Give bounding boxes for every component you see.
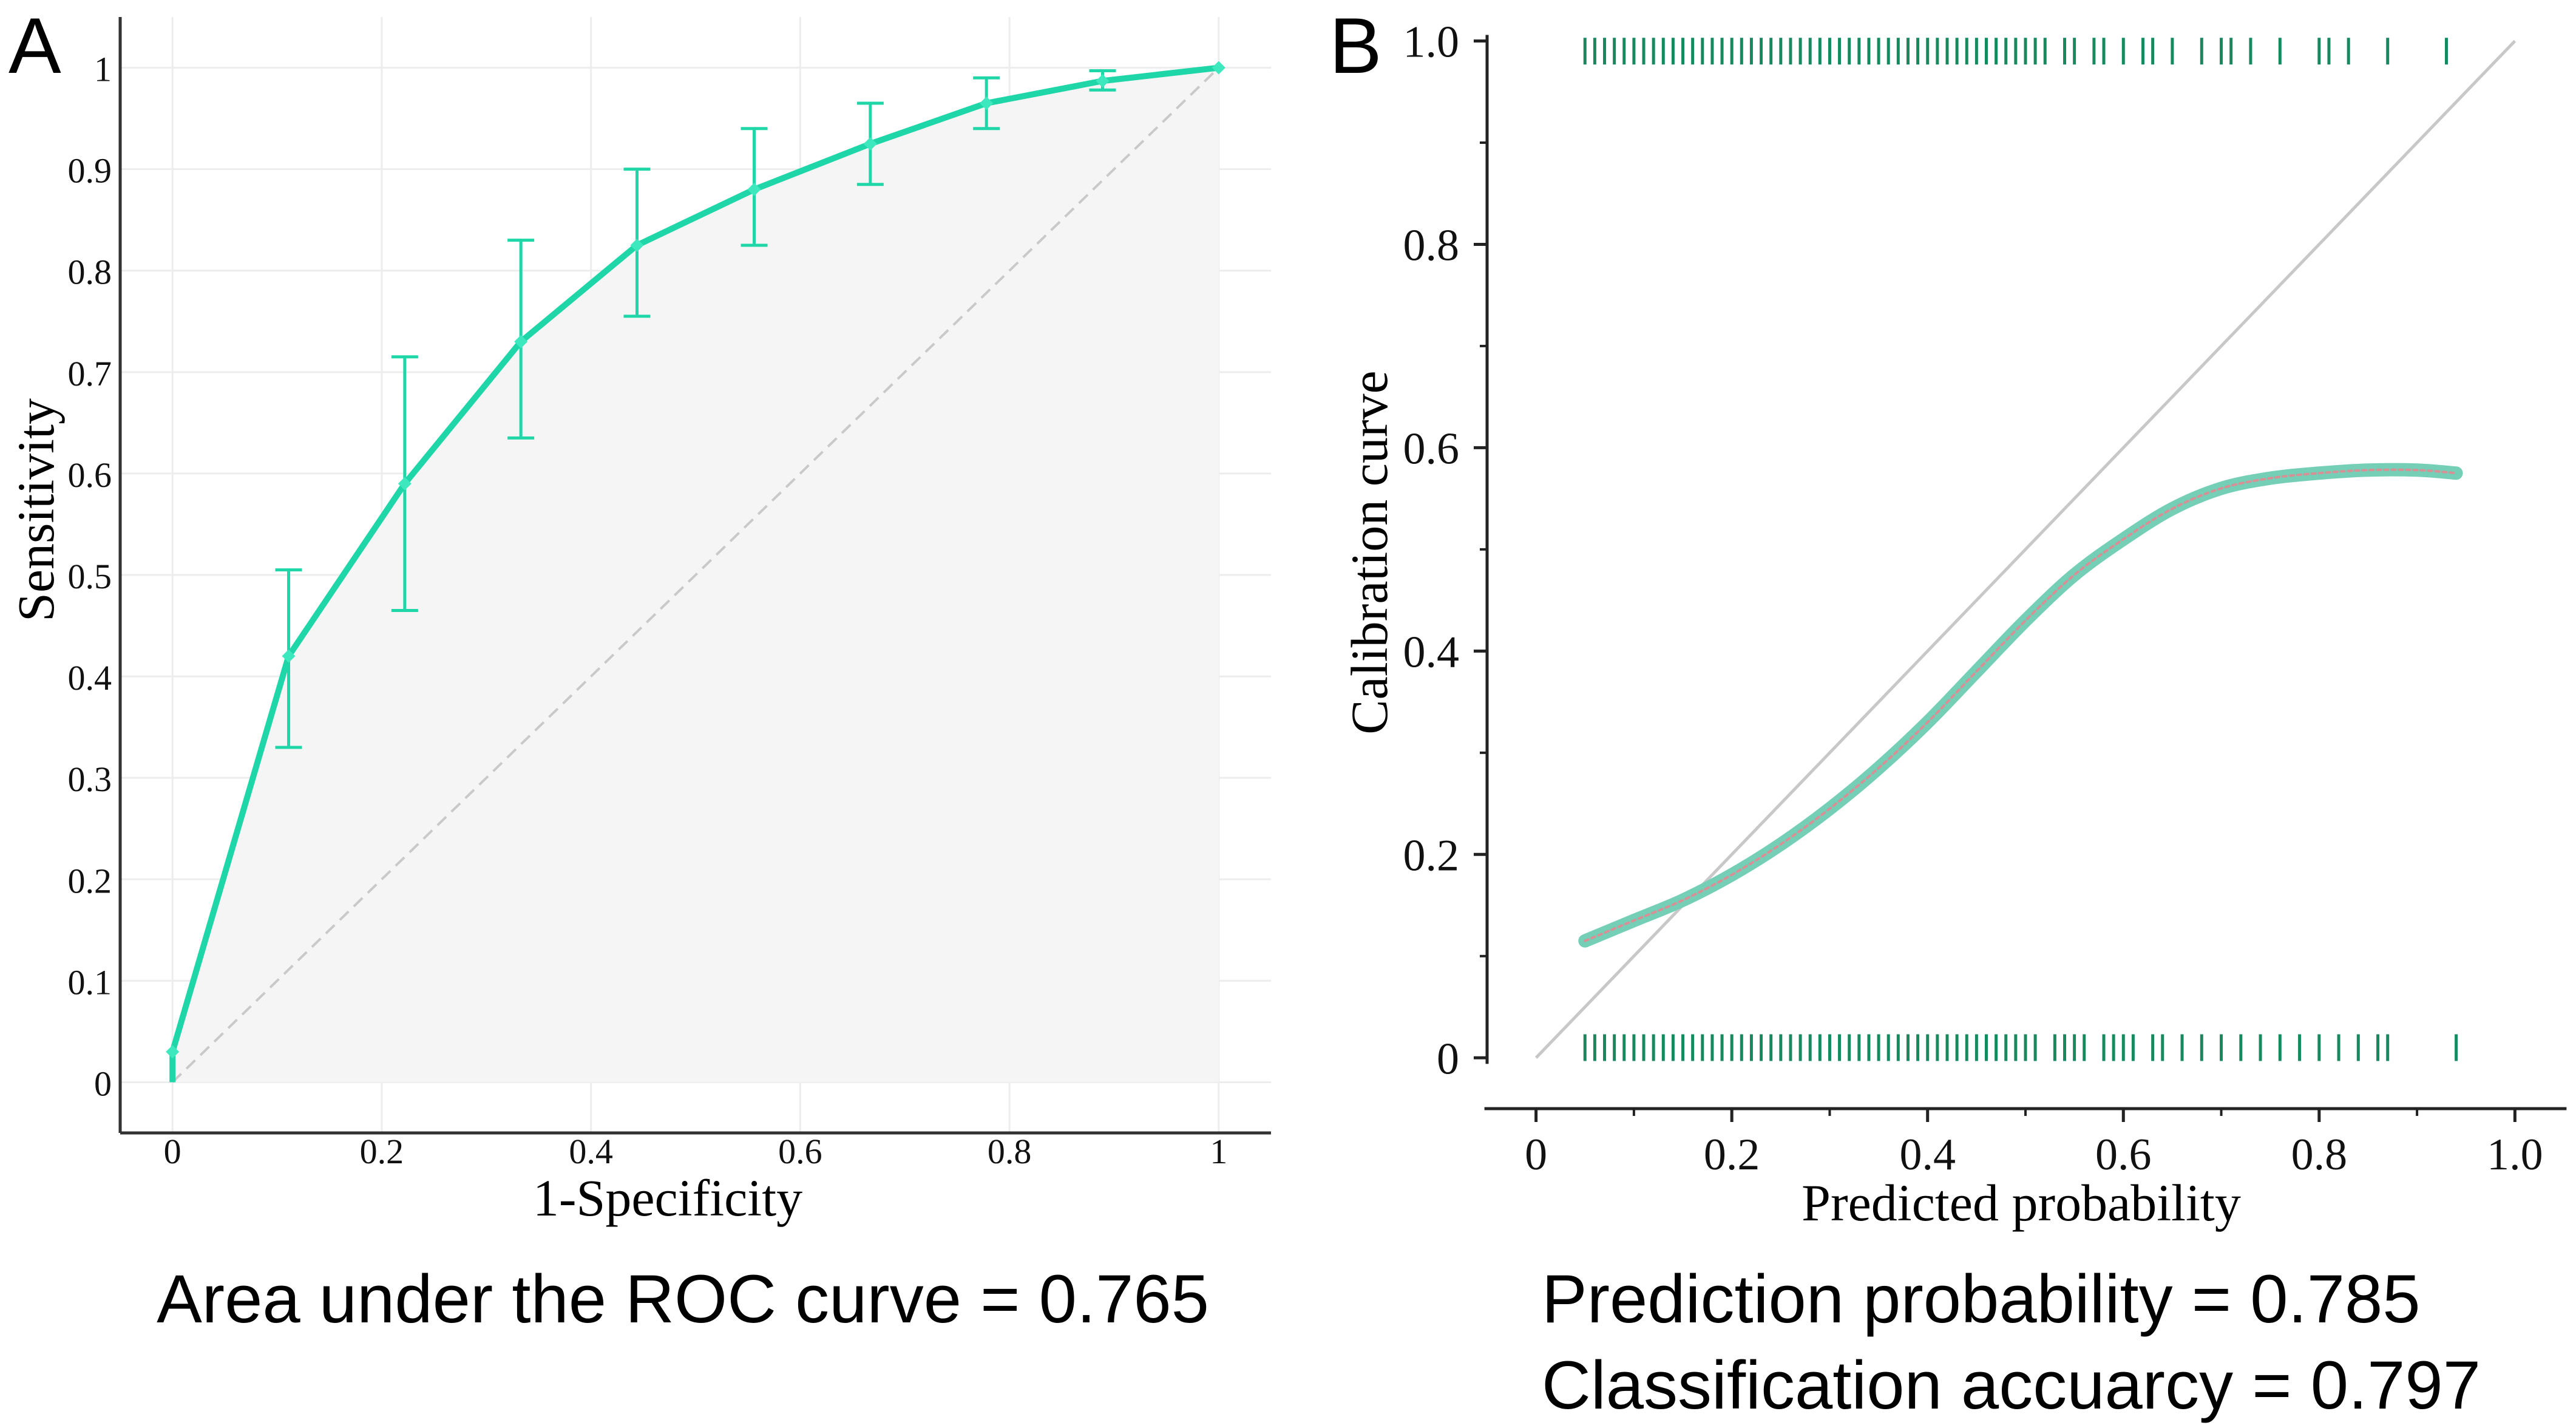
- classification-accuracy-caption: Classification accuarcy = 0.797: [1542, 1347, 2481, 1423]
- roc-point: [514, 335, 528, 348]
- calibration-x-tick-label: 0.4: [1899, 1130, 1956, 1180]
- roc-y-tick-label: 0.6: [68, 455, 112, 495]
- calibration-y-tick-label: 1.0: [1403, 17, 1460, 67]
- roc-y-tick-label: 0.5: [68, 557, 112, 596]
- roc-point: [980, 97, 994, 110]
- roc-y-tick-label: 0.3: [68, 760, 112, 799]
- calibration-x-tick-label: 1.0: [2487, 1130, 2543, 1180]
- calibration-x-tick-label: 0: [1525, 1130, 1547, 1180]
- panel-b-calibration: B 0 0.2 0.4 0.6 0.8 1.0 0 0.2 0.4 0.6 0.8 1.0 Predi…: [1329, 1, 2567, 1423]
- roc-point: [1096, 74, 1110, 88]
- calibration-curve-core: [1584, 468, 2458, 942]
- roc-x-tick-label: 0.6: [778, 1132, 822, 1171]
- roc-point: [630, 238, 644, 252]
- calibration-x-tick-label: 0.2: [1704, 1130, 1760, 1180]
- calibration-y-tick-label: 0.4: [1403, 627, 1460, 677]
- roc-y-tick-label: 0.8: [68, 253, 112, 292]
- rug-top: [1583, 38, 2448, 65]
- panel-label-b: B: [1329, 1, 1382, 90]
- roc-y-axis-label: Sensitivity: [7, 398, 65, 622]
- roc-axes: [118, 17, 1271, 1135]
- roc-point: [863, 137, 877, 151]
- roc-x-axis-label: 1-Specificity: [533, 1169, 802, 1227]
- calibration-x-tick-label: 0.8: [2291, 1130, 2348, 1180]
- roc-auc-caption: Area under the ROC curve = 0.765: [157, 1261, 1209, 1337]
- roc-y-tick-label: 0.9: [68, 151, 112, 191]
- roc-reference-diagonal: [171, 67, 1220, 1083]
- roc-x-tick-label: 0.2: [360, 1132, 404, 1171]
- roc-y-tick-label: 0.2: [68, 861, 112, 900]
- calibration-x-axis-label: Predicted probability: [1802, 1174, 2241, 1232]
- roc-y-tick-label: 1: [94, 50, 112, 89]
- prediction-probability-caption: Prediction probability = 0.785: [1542, 1261, 2421, 1337]
- panel-label-a: A: [8, 1, 61, 90]
- roc-y-tick-label: 0.4: [68, 658, 112, 698]
- roc-x-tick-label: 0: [164, 1132, 181, 1171]
- calibration-x-tick-label: 0.6: [2095, 1130, 2152, 1180]
- roc-x-tick-label: 0.8: [988, 1132, 1032, 1171]
- calibration-y-tick-label: 0: [1437, 1034, 1459, 1084]
- roc-point: [1212, 61, 1225, 75]
- roc-x-tick-label: 1: [1210, 1132, 1227, 1171]
- panel-a-roc: A 0 0.1 0.2 0.3 0.4 0.5 0.6 0.7 0.8 0.9 1 0 0.2 0.4 0.…: [7, 1, 1271, 1337]
- roc-y-tick-label: 0.1: [68, 962, 112, 1002]
- calibration-y-tick-label: 0.6: [1403, 424, 1460, 474]
- roc-ticks: 0 0.1 0.2 0.3 0.4 0.5 0.6 0.7 0.8 0.9 1 0 0.2 0.4 0.6 0…: [68, 50, 1228, 1171]
- calibration-y-tick-label: 0.2: [1403, 831, 1460, 880]
- roc-point: [166, 1045, 180, 1059]
- roc-y-tick-label: 0: [94, 1064, 112, 1103]
- roc-point: [747, 183, 761, 197]
- roc-point: [282, 649, 296, 663]
- roc-x-tick-label: 0.4: [569, 1132, 613, 1171]
- calibration-y-tick-label: 0.8: [1403, 220, 1460, 270]
- calibration-ticks: 0 0.2 0.4 0.6 0.8 1.0 0 0.2 0.4 0.6 0.8 1.0: [1403, 17, 2543, 1180]
- calibration-axes: [1474, 35, 2567, 1122]
- roc-points: [166, 61, 1225, 1059]
- roc-point: [398, 477, 412, 491]
- roc-y-tick-label: 0.7: [68, 354, 112, 393]
- rug-bottom: [1583, 1034, 2458, 1061]
- calibration-y-axis-label: Calibration curve: [1340, 370, 1398, 734]
